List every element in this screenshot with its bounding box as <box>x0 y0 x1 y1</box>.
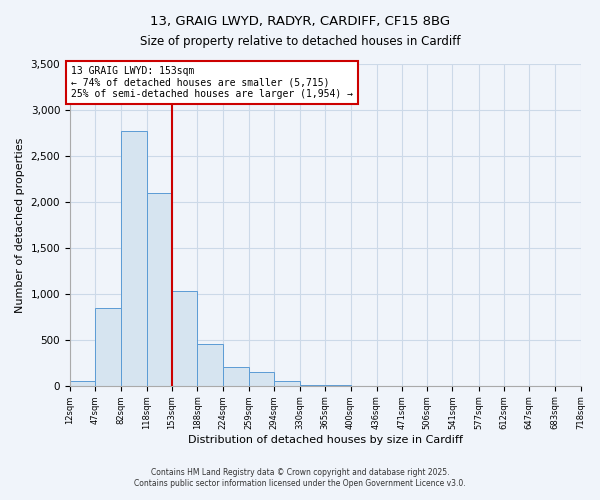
Text: Size of property relative to detached houses in Cardiff: Size of property relative to detached ho… <box>140 35 460 48</box>
Bar <box>300 385 325 386</box>
Bar <box>146 192 172 386</box>
Y-axis label: Number of detached properties: Number of detached properties <box>15 137 25 312</box>
Text: 13, GRAIG LWYD, RADYR, CARDIFF, CF15 8BG: 13, GRAIG LWYD, RADYR, CARDIFF, CF15 8BG <box>150 15 450 28</box>
Bar <box>274 380 300 386</box>
Bar <box>248 372 274 386</box>
X-axis label: Distribution of detached houses by size in Cardiff: Distribution of detached houses by size … <box>188 435 463 445</box>
Bar <box>197 344 223 386</box>
Text: 13 GRAIG LWYD: 153sqm
← 74% of detached houses are smaller (5,715)
25% of semi-d: 13 GRAIG LWYD: 153sqm ← 74% of detached … <box>71 66 353 99</box>
Text: Contains HM Land Registry data © Crown copyright and database right 2025.
Contai: Contains HM Land Registry data © Crown c… <box>134 468 466 487</box>
Bar <box>223 367 248 386</box>
Bar <box>172 291 197 386</box>
Bar <box>121 130 146 386</box>
Bar <box>70 380 95 386</box>
Bar <box>95 308 121 386</box>
